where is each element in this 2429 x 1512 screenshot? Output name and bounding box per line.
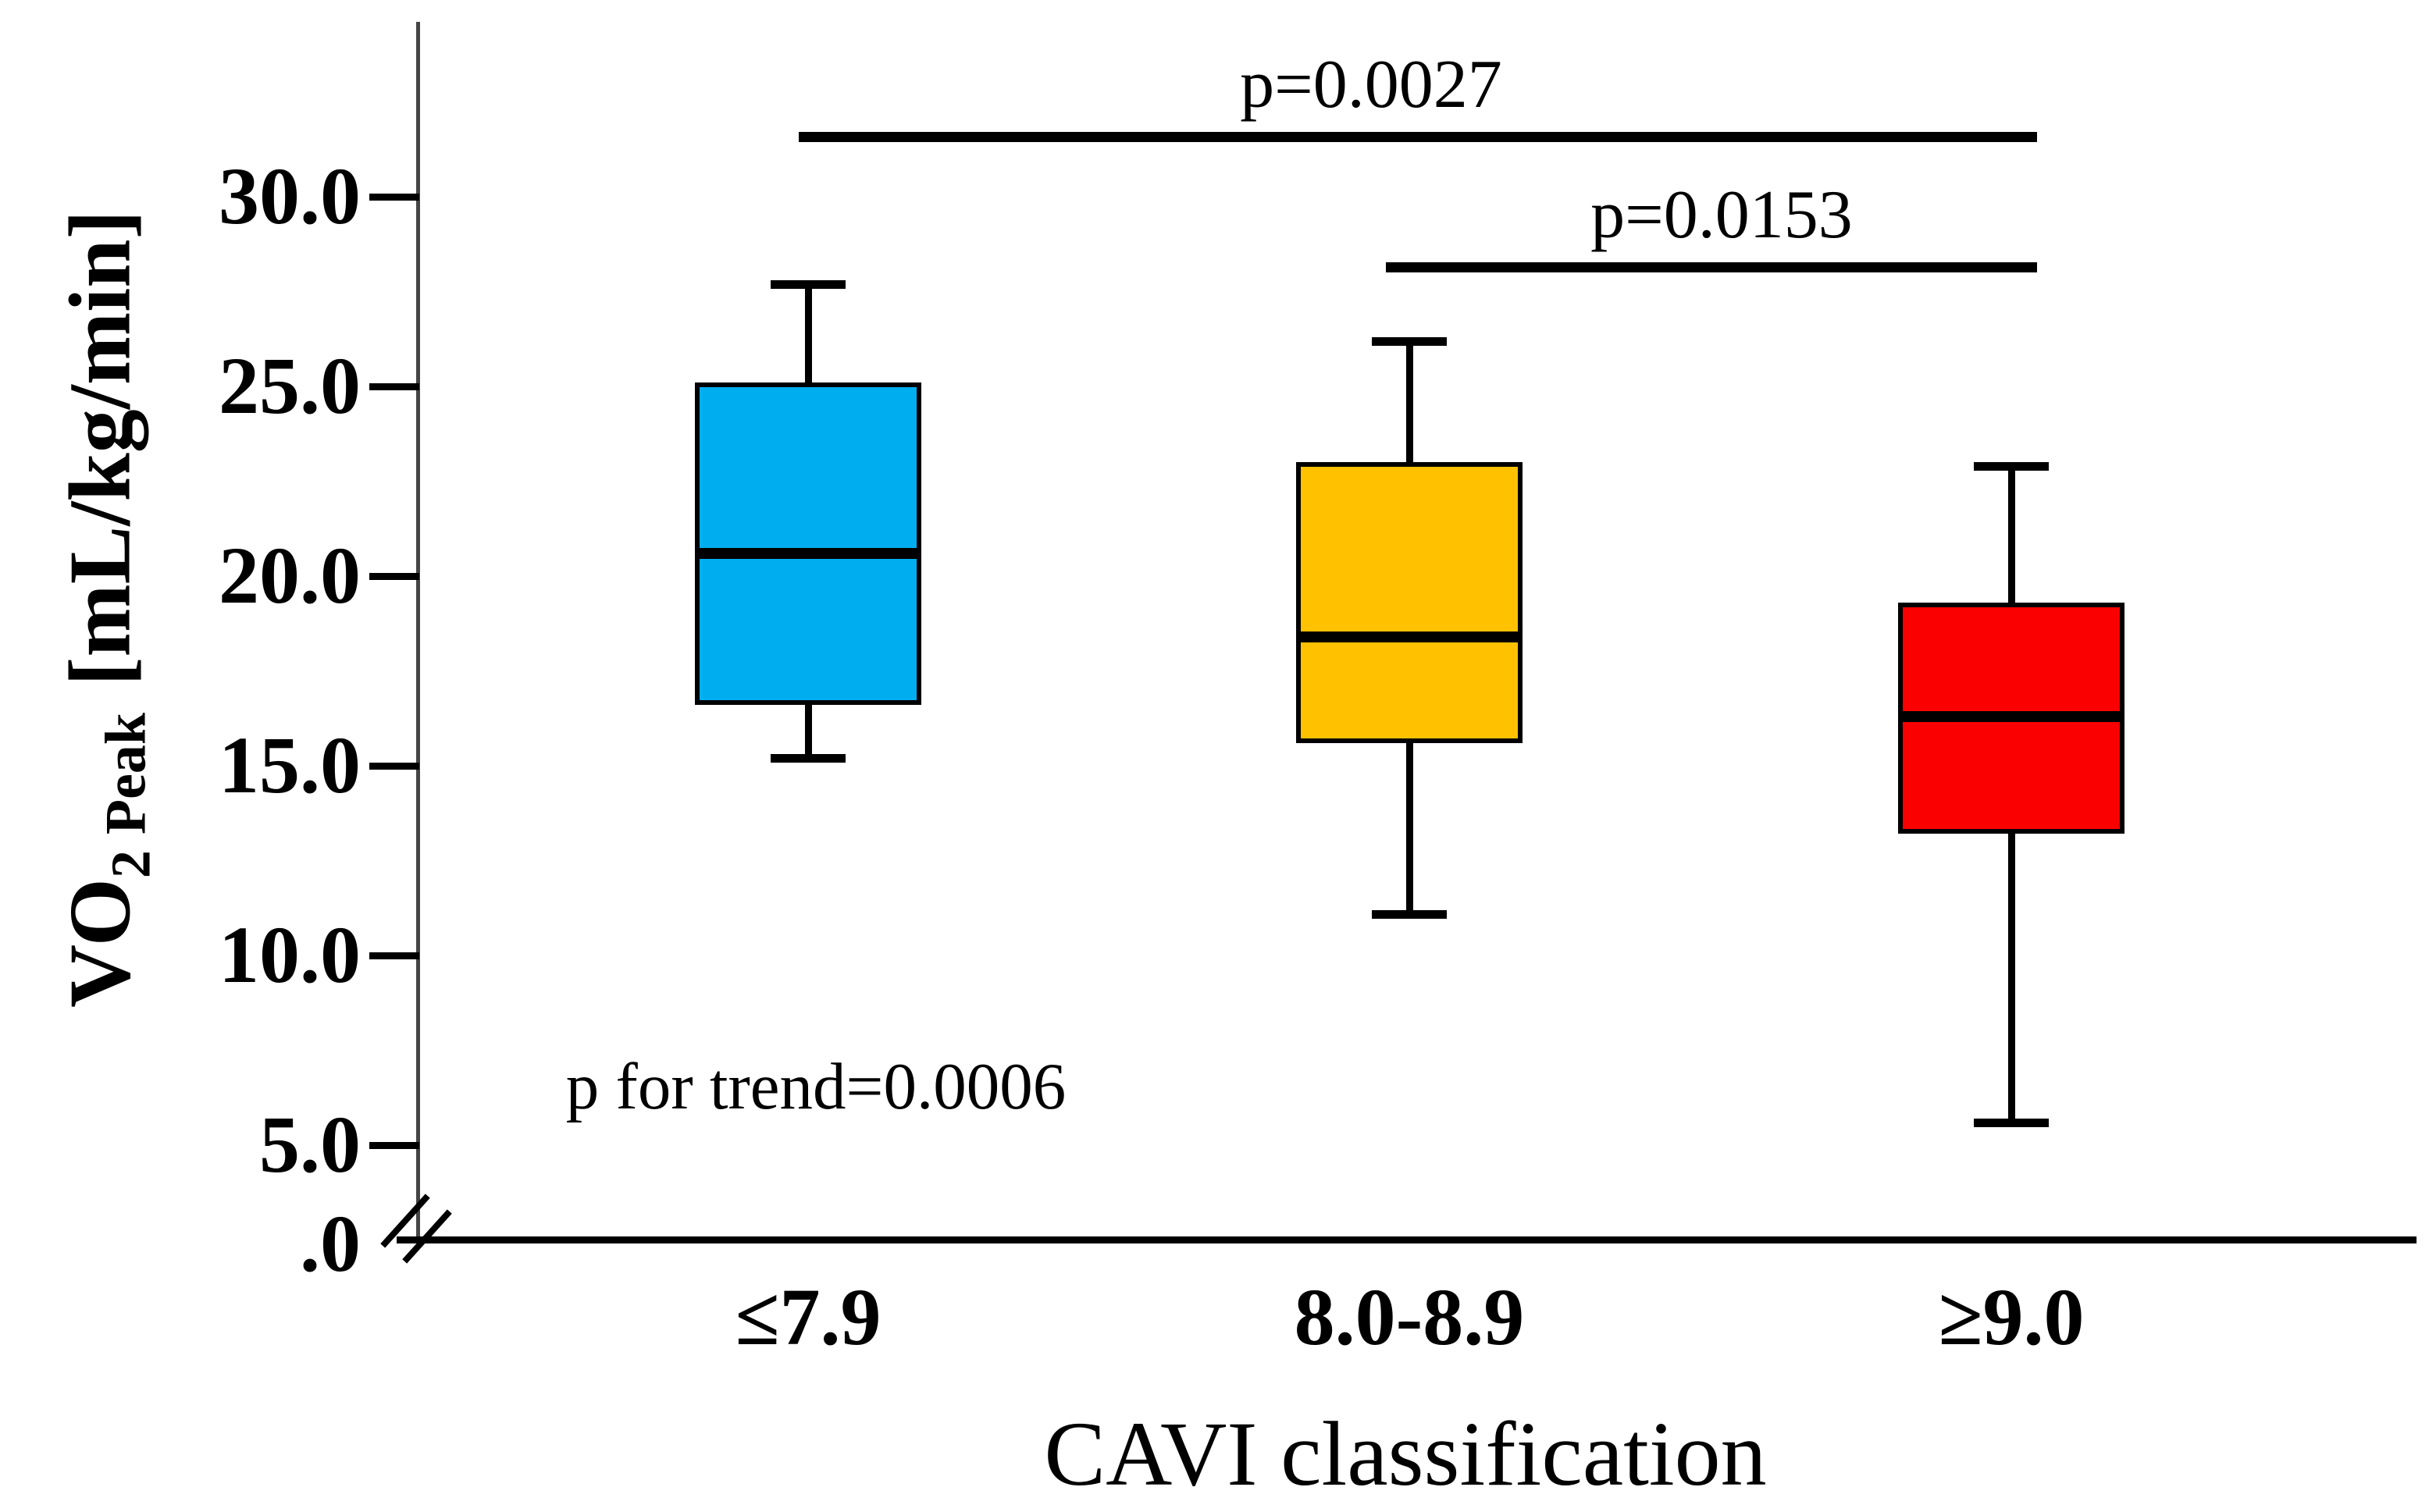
whisker-cap-lower bbox=[771, 754, 846, 763]
x-category-label: ≥9.0 bbox=[1938, 1272, 2085, 1362]
x-axis-title: CAVI classification bbox=[1044, 1403, 1767, 1505]
y-tick-label: 15.0 bbox=[219, 720, 361, 810]
y-tick bbox=[369, 573, 419, 580]
y-tick-label: 5.0 bbox=[259, 1100, 361, 1190]
whisker-lower bbox=[1406, 743, 1413, 914]
median-line bbox=[695, 548, 921, 559]
trend-p-label: p for trend=0.0006 bbox=[565, 1050, 1067, 1123]
box-1 bbox=[695, 382, 921, 705]
whisker-upper bbox=[2008, 466, 2015, 603]
x-category-label: ≤7.9 bbox=[735, 1272, 881, 1362]
y-tick bbox=[369, 383, 419, 390]
whisker-cap-upper bbox=[1372, 337, 1447, 346]
p-value-label: p=0.0027 bbox=[1240, 47, 1502, 123]
whisker-upper bbox=[805, 284, 812, 382]
box-2 bbox=[1296, 462, 1523, 743]
median-line bbox=[1296, 631, 1523, 642]
whisker-upper bbox=[1406, 341, 1413, 462]
whisker-cap-lower bbox=[1372, 910, 1447, 919]
p-value-label: p=0.0153 bbox=[1590, 177, 1853, 253]
y-tick-label: 25.0 bbox=[219, 341, 361, 431]
y-tick-label: .0 bbox=[300, 1199, 361, 1289]
whisker-lower bbox=[805, 705, 812, 758]
y-tick bbox=[369, 763, 419, 770]
y-tick-label: 10.0 bbox=[219, 910, 361, 1000]
x-axis-line bbox=[397, 1236, 2417, 1243]
whisker-cap-upper bbox=[771, 280, 846, 289]
whisker-cap-upper bbox=[1974, 462, 2049, 471]
whisker-lower bbox=[2008, 834, 2015, 1122]
y-tick bbox=[369, 194, 419, 201]
significance-bar bbox=[799, 132, 2037, 142]
whisker-cap-lower bbox=[1974, 1119, 2049, 1127]
y-tick bbox=[369, 952, 419, 959]
significance-bar bbox=[1386, 262, 2037, 272]
y-tick-label: 30.0 bbox=[219, 151, 361, 241]
median-line bbox=[1898, 711, 2124, 722]
y-axis-label-subscript-2: 2 bbox=[99, 850, 162, 879]
y-axis-line bbox=[416, 22, 420, 1241]
x-category-label: 8.0-8.9 bbox=[1294, 1272, 1525, 1362]
y-tick bbox=[369, 1142, 419, 1149]
y-tick-label: 20.0 bbox=[219, 531, 361, 621]
